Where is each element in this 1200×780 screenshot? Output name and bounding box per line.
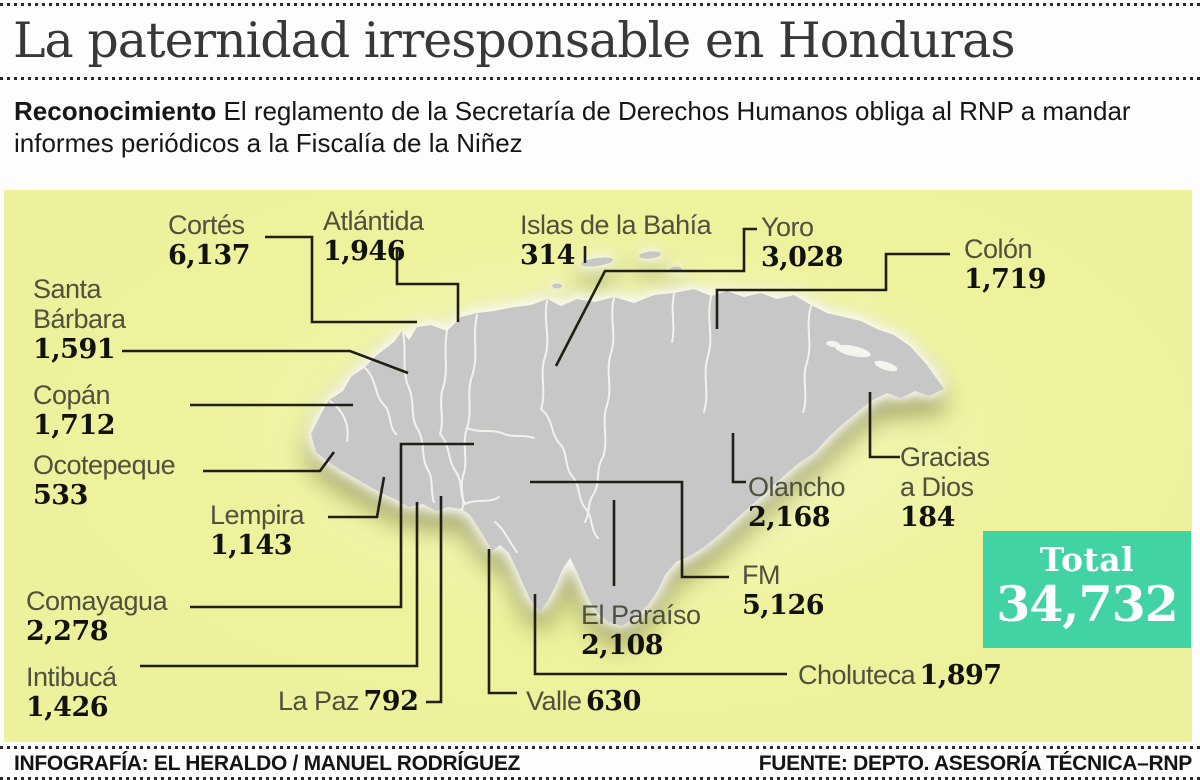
- total-value: 34,732: [996, 575, 1179, 633]
- label-choluteca: Choluteca 1,897: [798, 660, 1002, 691]
- label-comayagua: Comayagua 2,278: [26, 586, 168, 647]
- label-lempira: Lempira 1,143: [210, 500, 305, 561]
- label-fm: FM 5,126: [742, 560, 825, 621]
- label-gracias-a-dios: Gracias a Dios 184: [900, 442, 990, 533]
- label-santa-barbara: Santa Bárbara 1,591: [33, 274, 126, 365]
- footer-credit: INFOGRAFÍA: EL HERALDO / MANUEL RODRÍGUE…: [14, 752, 521, 775]
- total-box: Total 34,732: [983, 531, 1191, 648]
- subtitle-lead: Reconocimiento: [14, 96, 217, 126]
- label-la-paz: La Paz 792: [278, 686, 419, 717]
- label-el-paraiso: El Paraíso 2,108: [581, 600, 701, 661]
- subtitle-rest: El reglamento de la Secretaría de Derech…: [14, 96, 1131, 158]
- label-copan: Copán 1,712: [33, 380, 116, 441]
- label-intibuca: Intibucá 1,426: [26, 662, 117, 723]
- page-title: La paternidad irresponsable en Honduras: [13, 12, 1015, 69]
- label-valle: Valle 630: [526, 686, 641, 717]
- title-dotted-rule: [0, 77, 1200, 80]
- label-ocotepeque: Ocotepeque 533: [33, 450, 176, 511]
- subtitle: Reconocimiento El reglamento de la Secre…: [14, 95, 1174, 159]
- footer-source: FUENTE: DEPTO. ASESORÍA TÉCNICA–RNP: [758, 752, 1193, 775]
- label-yoro: Yoro 3,028: [761, 212, 844, 273]
- label-cortes: Cortés 6,137: [168, 210, 251, 271]
- label-islas-de-la-bahia: Islas de la Bahía 314: [520, 210, 712, 271]
- top-dotted-rule: [0, 3, 1200, 6]
- bottom-dotted-rule: [0, 777, 1200, 780]
- label-olancho: Olancho 2,168: [748, 472, 846, 533]
- label-colon: Colón 1,719: [964, 234, 1047, 295]
- footer-dotted-rule: [0, 746, 1200, 749]
- total-label: Total: [1039, 540, 1135, 579]
- label-atlantida: Atlántida 1,946: [323, 206, 424, 267]
